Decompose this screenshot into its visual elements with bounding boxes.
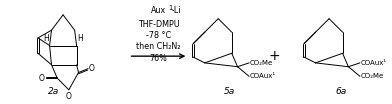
Text: CO₂Me: CO₂Me — [250, 60, 273, 66]
Text: CO₂Me: CO₂Me — [361, 73, 384, 79]
Text: O: O — [66, 92, 72, 101]
Text: THF-DMPU: THF-DMPU — [138, 20, 180, 29]
Text: Aux: Aux — [151, 6, 166, 15]
Text: -78 °C: -78 °C — [146, 32, 171, 40]
Text: H: H — [43, 34, 49, 43]
Text: 76%: 76% — [150, 54, 167, 63]
Text: COAux¹: COAux¹ — [250, 73, 276, 79]
Text: 5a: 5a — [224, 87, 236, 96]
Text: COAux¹: COAux¹ — [361, 60, 387, 66]
Text: 6a: 6a — [335, 87, 346, 96]
Text: -Li: -Li — [172, 6, 181, 15]
Text: O: O — [39, 74, 45, 83]
Text: 2a: 2a — [48, 87, 59, 96]
Text: H: H — [78, 34, 83, 43]
Text: then CH₂N₂: then CH₂N₂ — [136, 42, 181, 51]
Text: +: + — [269, 49, 280, 63]
Text: 1: 1 — [168, 5, 172, 11]
Text: O: O — [89, 64, 95, 73]
